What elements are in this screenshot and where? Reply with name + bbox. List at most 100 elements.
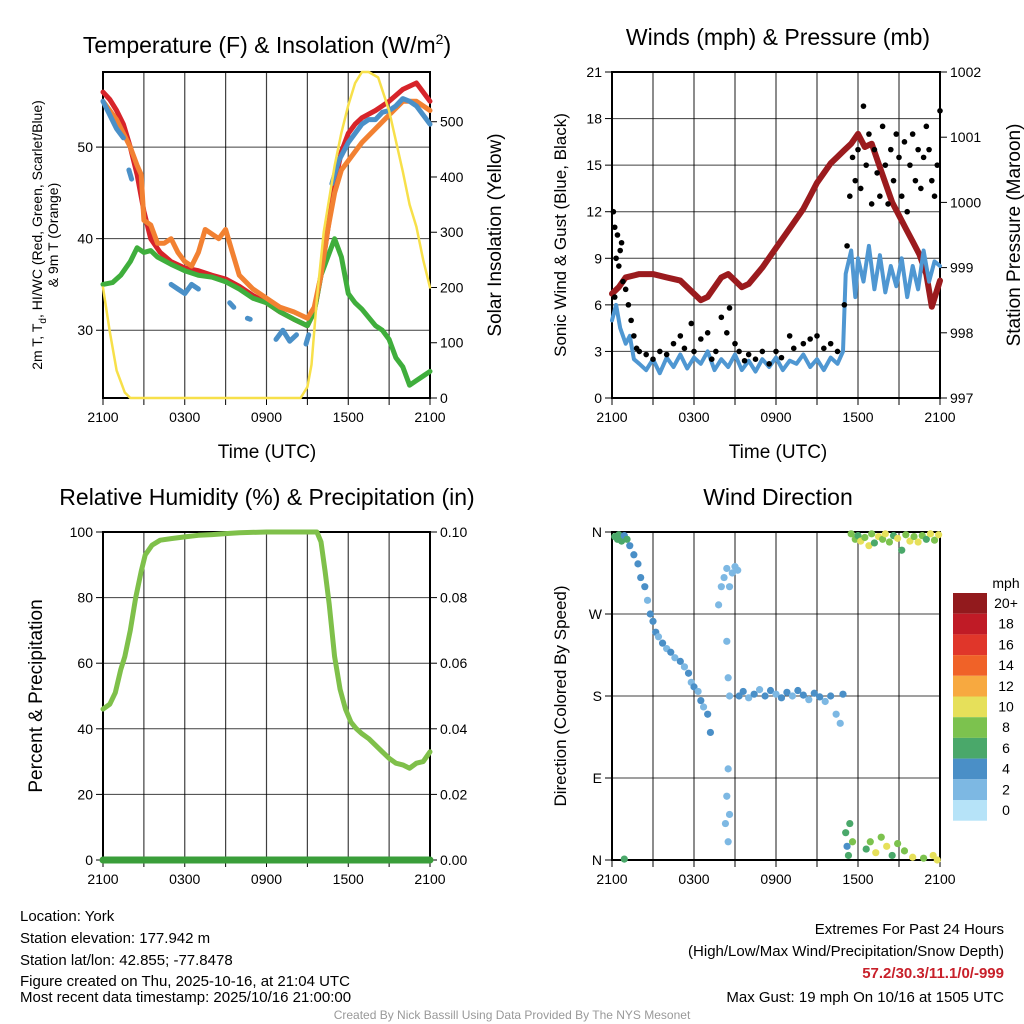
y-tick-label: E [593, 770, 602, 786]
colorbar-label: 14 [998, 657, 1014, 673]
wind-direction-dot [717, 583, 725, 591]
right-y-tick-label: 0.00 [440, 852, 467, 868]
speed-colorbar: 20+ 18 16 14 12 10 8 6 4 2 0 [953, 593, 1018, 821]
gust-dot [724, 330, 730, 336]
colorbar-swatch [953, 675, 987, 697]
wind-direction-dot [832, 710, 840, 718]
temperature-x-axis-title: Time (UTC) [218, 442, 317, 463]
wind-direction-dot [805, 696, 813, 704]
extremes-title: Extremes For Past 24 Hours [815, 921, 1004, 938]
gust-dot [741, 357, 748, 364]
wind-direction-dot [723, 792, 731, 800]
wind-direction-dot [680, 663, 689, 671]
gust-dot [631, 333, 637, 339]
relative-humidity-line [100, 529, 433, 771]
wind-direction-dot [667, 648, 675, 656]
colorbar-swatch [953, 634, 987, 656]
gust-dot [920, 154, 927, 161]
hi-wc-line [303, 332, 312, 347]
right-y-tick-label: 997 [950, 390, 974, 406]
sonic-wind-line [610, 243, 942, 376]
gust-dot [732, 340, 738, 347]
gust-dot [855, 146, 861, 153]
gust-dot [617, 247, 623, 254]
dewpoint-line [100, 236, 433, 388]
y-tick-label: N [592, 852, 602, 868]
right-y-tick-label: 500 [440, 114, 464, 130]
wind-direction-dot [847, 530, 855, 538]
gust-dot [827, 340, 834, 347]
gust-dot [931, 193, 938, 199]
gust-dot [890, 177, 897, 184]
wind-direction-dot [697, 696, 705, 705]
gust-dot [790, 345, 797, 352]
wind-direction-dot [766, 686, 775, 695]
gust-dot [704, 330, 711, 336]
wind-direction-dot [671, 654, 679, 662]
gust-dot [773, 348, 779, 355]
gust-dot [937, 108, 943, 114]
hi-wc-line [100, 98, 126, 141]
right-y-tick-label: 1001 [950, 129, 981, 145]
gust-dot [898, 193, 905, 199]
gust-dot [847, 193, 853, 199]
wind-direction-dot [926, 530, 935, 538]
gust-dot [912, 177, 919, 184]
wind-direction-dot [888, 851, 896, 860]
gust-dot [691, 348, 697, 355]
colorbar-swatch [953, 613, 987, 635]
gust-dot [800, 340, 807, 347]
colorbar-swatch [953, 758, 987, 780]
colorbar-swatch [953, 737, 987, 759]
colorbar-label: 10 [998, 699, 1014, 715]
x-tick-label: 1500 [333, 871, 364, 887]
x-tick-label: 1500 [333, 409, 364, 425]
gust-dot [610, 208, 617, 215]
wind-direction-dot [844, 851, 853, 860]
extremes-values: 57.2/30.3/11.1/0/-999 [862, 965, 1004, 982]
wind-direction-dot [788, 692, 797, 700]
colorbar-swatch [953, 696, 987, 718]
wind-direction-dot [761, 692, 769, 700]
hi-wc-line [273, 327, 299, 344]
x-tick-label: 2100 [596, 871, 627, 887]
wind-direction-dot [745, 694, 753, 702]
gust-dot [888, 146, 894, 153]
x-tick-label: 1500 [842, 409, 873, 425]
y-tick-label: 40 [77, 721, 93, 737]
gust-dot [628, 317, 634, 324]
right-y-tick-label: 400 [440, 169, 464, 185]
wind-direction-dot [894, 840, 902, 848]
hi-wc-line [244, 315, 253, 322]
wind-direction-dot [885, 538, 894, 546]
solar-insolation-line [101, 70, 432, 400]
gust-dot [926, 146, 932, 153]
solar-y-axis-title: Solar Insolation (Yellow) [485, 133, 506, 336]
wind-direction-dot [868, 530, 876, 538]
x-tick-label: 0900 [251, 871, 282, 887]
wind-direction-dot [842, 829, 850, 837]
wind-direction-dot [894, 534, 902, 542]
right-y-tick-label: 1000 [950, 194, 981, 210]
wind-direction-dot [723, 564, 731, 573]
wind-direction-dot [827, 692, 835, 700]
wind-direction-dot [637, 573, 645, 582]
y-tick-label: 6 [594, 297, 602, 313]
colorbar-swatch [953, 655, 987, 676]
wind-direction-dot [870, 539, 879, 547]
wind-direction-dot [883, 842, 891, 850]
x-tick-label: 2100 [924, 871, 955, 887]
wind-direction-dot [641, 583, 649, 591]
x-tick-label: 0900 [760, 409, 791, 425]
gust-dot [874, 170, 880, 176]
gust-dot [877, 193, 883, 199]
gust-dot [841, 302, 848, 308]
y-tick-label: 60 [77, 655, 93, 671]
colorbar-label: 0 [1002, 802, 1010, 818]
gust-dot [860, 103, 867, 109]
colorbar-swatch [953, 779, 987, 800]
gust-dot [670, 340, 677, 347]
colorbar-title: mph [992, 575, 1019, 591]
wind-direction-dot [756, 686, 764, 694]
wind-direction-dot [810, 689, 818, 697]
